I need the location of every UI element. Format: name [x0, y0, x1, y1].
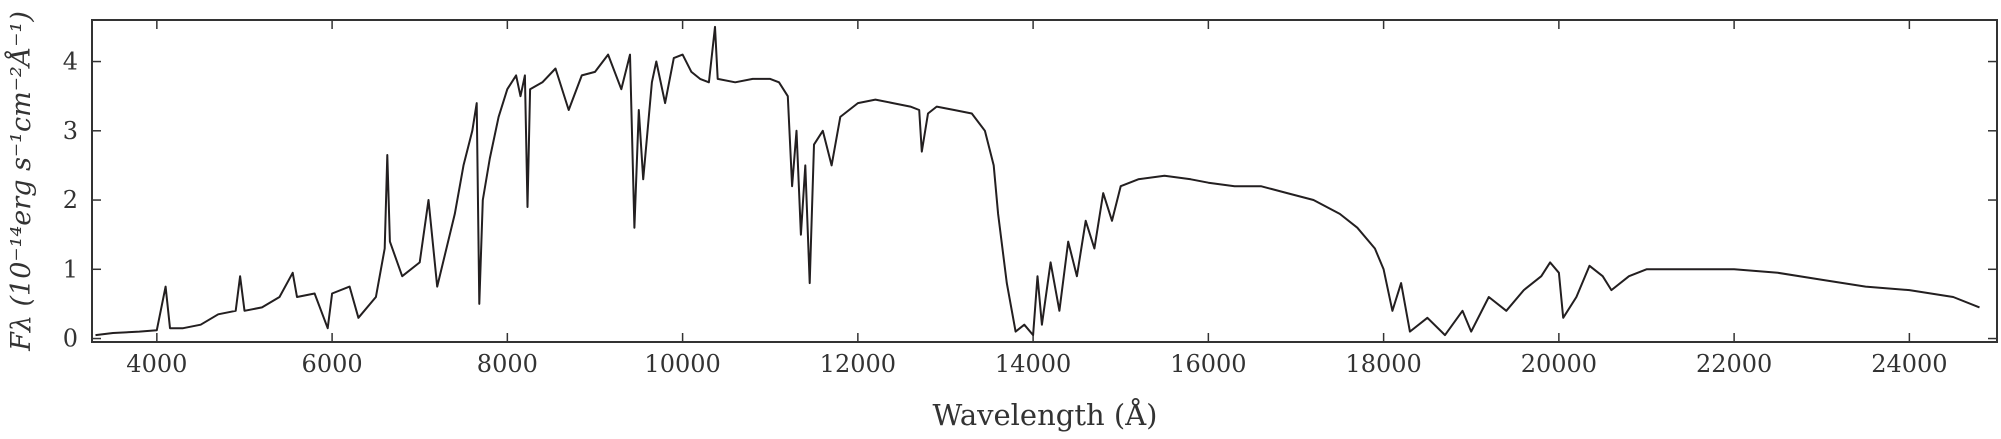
x-tick-label: 24000 — [1871, 350, 1947, 378]
x-tick-label: 4000 — [126, 350, 187, 378]
x-tick-label: 14000 — [995, 350, 1071, 378]
y-tick-label: 1 — [63, 255, 78, 283]
plot-frame — [91, 19, 1998, 343]
x-tick-label: 6000 — [302, 350, 363, 378]
spectrum-line — [95, 25, 1980, 337]
x-axis-label: Wavelength (Å) — [933, 397, 1158, 432]
x-tick-label: 16000 — [1170, 350, 1246, 378]
y-axis-label: Fλ (10⁻¹⁴erg s⁻¹cm⁻²Å⁻¹) — [4, 11, 37, 352]
x-tick-label: 20000 — [1521, 350, 1597, 378]
x-tick-label: 10000 — [644, 350, 720, 378]
y-tick-label: 3 — [63, 117, 78, 145]
x-tick-label: 12000 — [820, 350, 896, 378]
x-tick-label: 22000 — [1696, 350, 1772, 378]
x-tick-label: 8000 — [477, 350, 538, 378]
y-tick-label: 0 — [63, 325, 78, 353]
y-tick-label: 2 — [63, 186, 78, 214]
x-tick-label: 18000 — [1345, 350, 1421, 378]
y-tick-label: 4 — [63, 48, 78, 76]
